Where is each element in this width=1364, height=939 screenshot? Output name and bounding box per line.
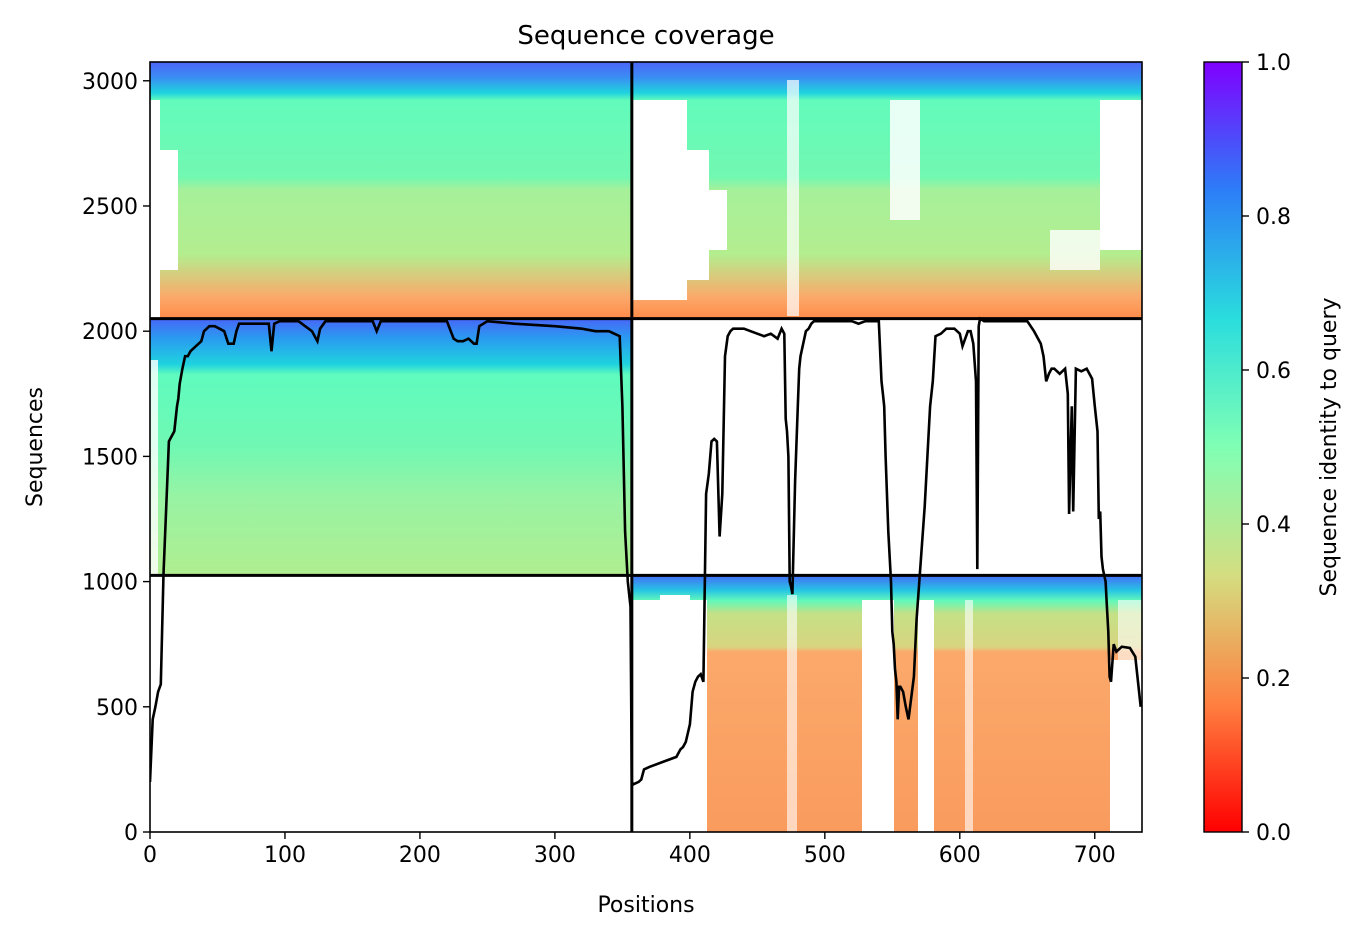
- colorbar-tick-label: 0.0: [1256, 821, 1291, 846]
- coverage-line: [150, 316, 1142, 787]
- colorbar-tick-label: 0.2: [1256, 667, 1291, 692]
- block-gap-br-7: [1118, 600, 1142, 660]
- x-tick-label: 500: [804, 843, 846, 868]
- heatmap-block-middle-left: [150, 318, 632, 575]
- colorbar-label: Sequence identity to query: [1317, 297, 1342, 596]
- block-gap-br-5: [918, 600, 934, 832]
- block-gap-tr-4: [787, 80, 799, 316]
- colorbar-tick-label: 0.6: [1256, 359, 1291, 384]
- block-gap-left-2: [160, 150, 178, 270]
- heatmap-block-bottom-left: [150, 575, 632, 832]
- y-tick-label: 1000: [82, 571, 138, 596]
- colorbar-axis: 0.0 0.2 0.4 0.6 0.8 1.0: [1242, 51, 1291, 846]
- x-tick-label: 600: [939, 843, 981, 868]
- block-gap-br-1: [632, 600, 707, 832]
- y-tick-label: 0: [124, 821, 138, 846]
- block-gap-br-8: [787, 595, 797, 832]
- block-gap-br-4: [862, 600, 894, 832]
- block-gap-br-3: [660, 595, 690, 615]
- x-tick-label: 400: [669, 843, 711, 868]
- y-axis-title: Sequences: [23, 387, 48, 507]
- y-tick-label: 2500: [82, 195, 138, 220]
- block-gap-tr-1: [632, 100, 687, 300]
- block-gap-tr-7: [1050, 230, 1100, 270]
- block-gap-tr-2: [687, 150, 709, 280]
- block-gap-tr-5: [890, 100, 920, 220]
- x-tick-label: 200: [399, 843, 441, 868]
- x-tick-label: 0: [143, 843, 157, 868]
- colorbar-tick-label: 0.8: [1256, 205, 1291, 230]
- x-tick-label: 700: [1074, 843, 1116, 868]
- block-gap-tr-3: [709, 190, 727, 250]
- block-gap-br-6: [1110, 660, 1142, 832]
- block-gap-br-9: [965, 600, 973, 832]
- heatmap-block-middle-right: [632, 318, 1142, 575]
- x-tick-label: 100: [264, 843, 306, 868]
- block-gap-tr-6: [1100, 100, 1142, 250]
- plot-frame: [149, 61, 1143, 833]
- coverage-heatmap: [150, 62, 1142, 832]
- x-tick-label: 300: [534, 843, 576, 868]
- x-axis-title: Positions: [597, 893, 694, 918]
- heatmap-block-top-left: [150, 62, 632, 318]
- y-tick-label: 500: [96, 696, 138, 721]
- y-tick-label: 1500: [82, 445, 138, 470]
- block-gap-ml-1: [150, 360, 158, 575]
- colorbar-tick-label: 0.4: [1256, 513, 1291, 538]
- y-tick-label: 2000: [82, 320, 138, 345]
- y-axis: 0 500 1000 1500 2000 2500 3000: [82, 70, 150, 846]
- colorbar: [1203, 61, 1243, 833]
- block-gap-left: [150, 100, 160, 318]
- colorbar-tick-label: 1.0: [1256, 51, 1291, 76]
- chart-title: Sequence coverage: [517, 21, 774, 51]
- x-axis: 0 100 200 300 400 500 600 700: [143, 832, 1116, 868]
- y-tick-label: 3000: [82, 70, 138, 95]
